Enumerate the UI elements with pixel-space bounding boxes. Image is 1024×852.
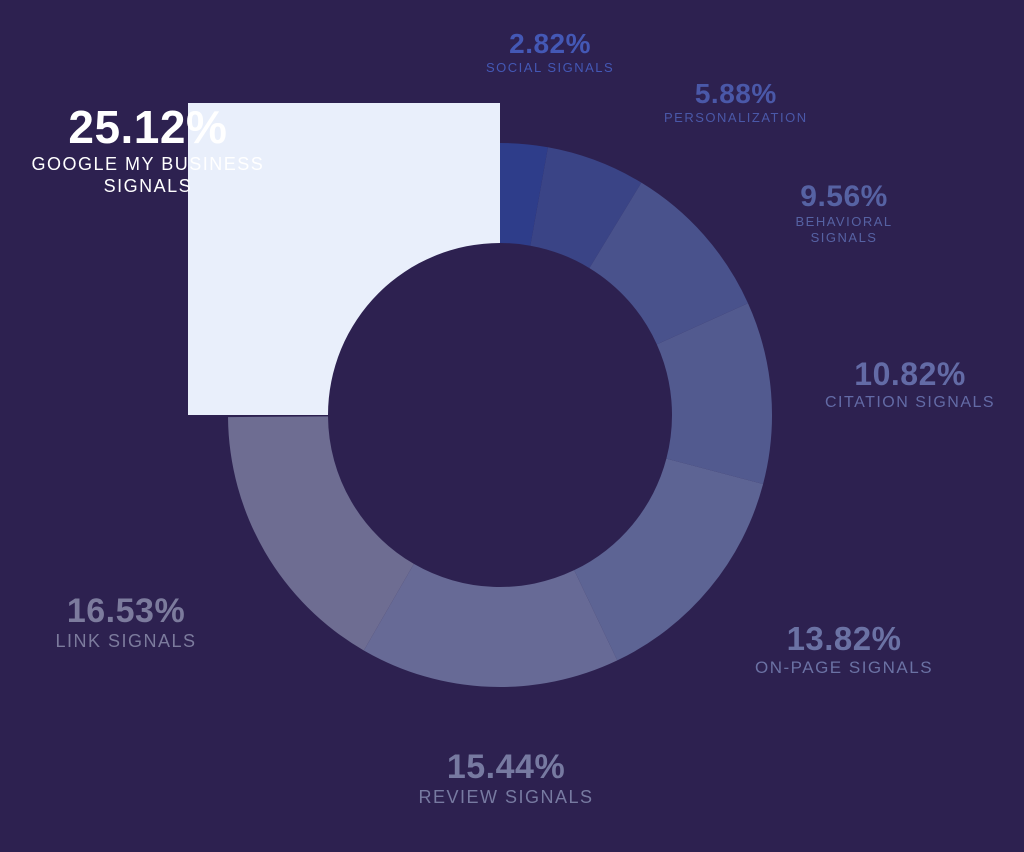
slice-category-label: BEHAVIORAL: [795, 214, 893, 229]
slice-percent-label: 13.82%: [786, 620, 902, 657]
donut-slice: [500, 143, 548, 246]
donut-slice: [656, 303, 772, 485]
slice-callout: 25.12% GOOGLE MY BUSINESS SIGNALS: [32, 100, 265, 197]
slice-category-label: SOCIAL SIGNALS: [486, 60, 615, 75]
donut-slice: [574, 458, 764, 661]
slice-callout: 15.44% REVIEW SIGNALS: [419, 748, 594, 809]
slice-callout: 5.88% PERSONALIZATION: [664, 78, 808, 126]
slice-percent-label: 2.82%: [509, 28, 592, 59]
slice-callout: 16.53% LINK SIGNALS: [56, 592, 197, 653]
slice-category-label: LINK SIGNALS: [55, 631, 197, 651]
slice-category-label: SIGNALS: [103, 175, 193, 196]
donut-slice: [589, 182, 748, 345]
slice-percent-label: 15.44%: [446, 748, 566, 786]
slice-callout: 13.82% ON-PAGE SIGNALS: [755, 620, 933, 678]
slice-percent-label: 5.88%: [694, 78, 777, 109]
slice-category-label: PERSONALIZATION: [664, 110, 808, 125]
slice-category-label: GOOGLE MY BUSINESS: [31, 154, 265, 174]
slice-callout: 2.82% SOCIAL SIGNALS: [486, 28, 614, 76]
slice-percent-label: 9.56%: [800, 180, 888, 213]
slice-percent-label: 16.53%: [66, 592, 186, 630]
slice-category-label: ON-PAGE SIGNALS: [755, 658, 934, 677]
slice-category-label: SIGNALS: [810, 229, 878, 245]
slice-category-label: REVIEW SIGNALS: [418, 787, 594, 807]
slice-percent-label: 10.82%: [854, 356, 966, 392]
slice-percent-label: 25.12%: [68, 101, 228, 153]
slice-callout: 10.82% CITATION SIGNALS: [825, 356, 995, 412]
donut-slice: [188, 103, 500, 415]
donut-slice: [363, 563, 618, 687]
slice-category-label: CITATION SIGNALS: [825, 394, 996, 411]
donut-slice: [228, 416, 414, 651]
donut-slice: [530, 147, 642, 269]
slice-callout: 9.56% BEHAVIORAL SIGNALS: [796, 180, 893, 245]
